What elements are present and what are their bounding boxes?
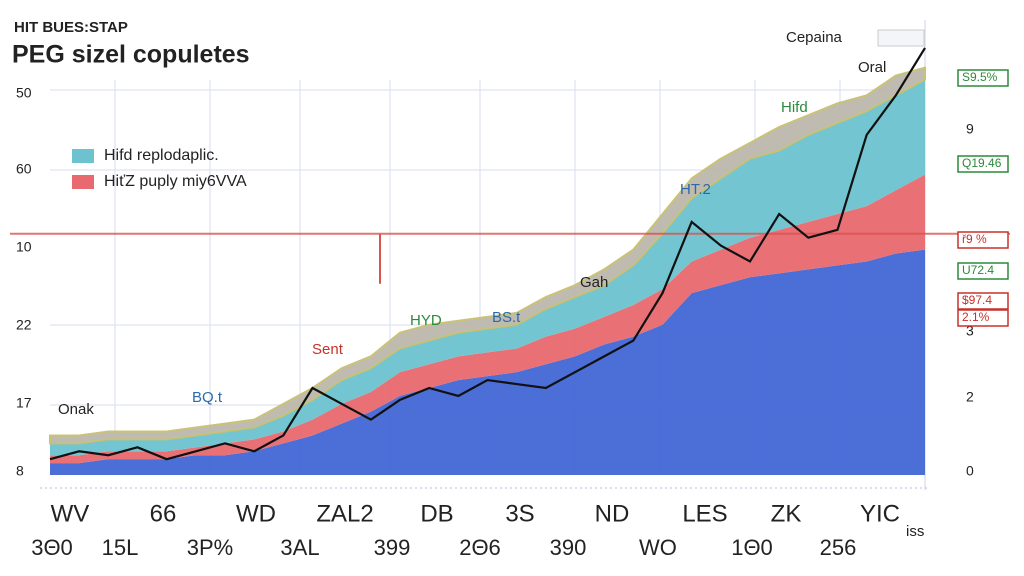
x-sub-label: WO bbox=[639, 535, 677, 560]
y2-tick-label: 2 bbox=[966, 389, 974, 405]
y-tick-label: 8 bbox=[16, 463, 24, 479]
legend-swatch bbox=[72, 175, 94, 189]
value-box bbox=[957, 292, 1009, 310]
x-sub-label: 3AL bbox=[280, 535, 319, 560]
legend-label: Hifd replodaplic. bbox=[104, 147, 219, 164]
x-sub-label: 2Θ6 bbox=[459, 535, 501, 560]
chart-title: PEG sizel copuletes bbox=[12, 41, 250, 69]
x-tick-label: YIC bbox=[860, 500, 900, 527]
x-sub-label: 3P% bbox=[187, 535, 233, 560]
corner-label: iss bbox=[906, 523, 924, 540]
value-box-label: S9.5% bbox=[962, 70, 998, 84]
annotation: Oral bbox=[858, 59, 886, 76]
y-tick-label: 10 bbox=[16, 239, 32, 255]
y2-tick-label: 3 bbox=[966, 323, 974, 339]
value-box bbox=[957, 262, 1009, 280]
area bbox=[50, 249, 925, 475]
annotation: Sent bbox=[312, 341, 344, 358]
x-tick-label: ND bbox=[595, 500, 630, 527]
y2-tick-label: 0 bbox=[966, 463, 974, 479]
annotation: BQ.t bbox=[192, 389, 223, 406]
annotation: Gah bbox=[580, 274, 608, 291]
value-box-label: $97.4 bbox=[962, 293, 992, 307]
y-tick-label: 17 bbox=[16, 395, 32, 411]
supertitle: HIT BUES:STAP bbox=[14, 19, 128, 36]
x-sub-label: 390 bbox=[550, 535, 587, 560]
value-box bbox=[957, 69, 1009, 87]
value-box-label: ř9 % bbox=[962, 232, 987, 246]
line bbox=[49, 47, 926, 461]
x-tick-label: LES bbox=[682, 500, 727, 527]
x-tick-label: WD bbox=[236, 500, 276, 527]
annotation: HYD bbox=[410, 312, 442, 329]
x-sub-label: 256 bbox=[820, 535, 857, 560]
value-box-label: U72.4 bbox=[962, 263, 994, 277]
legend-swatch bbox=[877, 29, 925, 47]
x-tick-label: ZAL2 bbox=[316, 500, 373, 527]
annotation: Onak bbox=[58, 401, 94, 418]
y-tick-label: 60 bbox=[16, 161, 32, 177]
legend-label: HiťZ puply miy6VVA bbox=[104, 173, 247, 190]
y-tick-label: 22 bbox=[16, 317, 32, 333]
value-box bbox=[957, 309, 1009, 327]
value-box-label: 2.1% bbox=[962, 310, 990, 324]
y2-tick-label: 9 bbox=[966, 121, 974, 137]
annotation: HT.2 bbox=[680, 181, 711, 198]
x-tick-label: DB bbox=[420, 500, 453, 527]
value-box bbox=[957, 231, 1009, 249]
x-sub-label: 1Θ0 bbox=[731, 535, 773, 560]
legend-swatch bbox=[72, 149, 94, 163]
annotation: BS.t bbox=[492, 309, 521, 326]
legend-label: Cepaina bbox=[786, 29, 843, 46]
x-tick-label: 66 bbox=[150, 500, 177, 527]
x-tick-label: ZK bbox=[771, 500, 802, 527]
x-tick-label: 3S bbox=[505, 500, 534, 527]
y-tick-label: 50 bbox=[16, 85, 32, 101]
x-sub-label: 15L bbox=[102, 535, 139, 560]
annotation: Hifd bbox=[781, 99, 808, 116]
value-box-label: Q19.46 bbox=[962, 156, 1002, 170]
x-sub-label: 3Θ0 bbox=[31, 535, 73, 560]
value-box bbox=[957, 155, 1009, 173]
x-tick-label: WV bbox=[51, 500, 90, 527]
x-sub-label: 399 bbox=[374, 535, 411, 560]
